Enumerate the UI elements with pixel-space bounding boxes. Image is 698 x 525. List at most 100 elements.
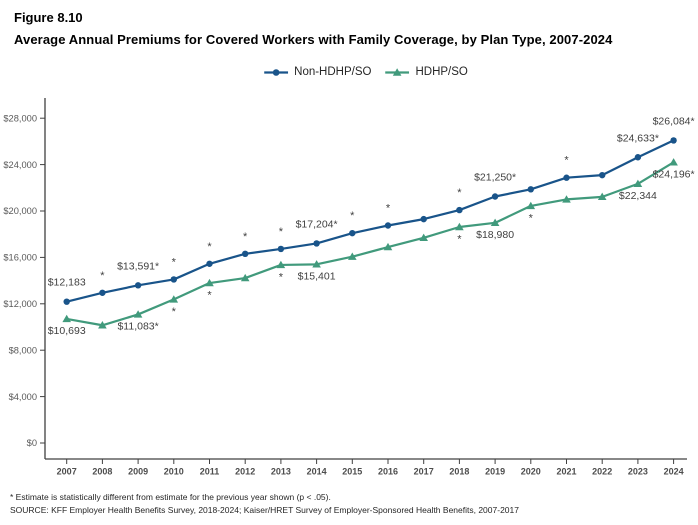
x-tick-label: 2009 <box>128 467 148 477</box>
point-label-hdhp-so: $22,344 <box>619 190 657 202</box>
point-label-hdhp-so: $15,401 <box>298 270 336 282</box>
data-point-hdhp-so <box>633 179 643 188</box>
significance-asterisk: * <box>207 241 212 253</box>
data-point-hdhp-so <box>205 278 214 287</box>
y-tick-label: $16,000 <box>3 253 37 263</box>
data-point-non-hdhp-so <box>170 276 177 283</box>
x-tick-label: 2013 <box>271 467 291 477</box>
data-point-non-hdhp-so <box>456 206 463 214</box>
point-label-hdhp-so: $18,980 <box>476 229 514 241</box>
significance-asterisk: * <box>100 270 105 282</box>
x-tick-label: 2016 <box>378 467 398 477</box>
y-tick-label: $12,000 <box>3 299 37 309</box>
chart-legend: Non-HDHP/SO HDHP/SO <box>264 66 468 78</box>
data-point-hdhp-so <box>169 295 179 303</box>
point-label-non-hdhp-so: $12,183 <box>48 277 86 289</box>
significance-asterisk: * <box>386 203 391 215</box>
legend-line-triangle-icon <box>385 67 410 76</box>
data-point-hdhp-so <box>98 321 107 329</box>
x-tick-label: 2024 <box>664 467 684 477</box>
data-point-hdhp-so <box>490 218 500 227</box>
footnote-significance: * Estimate is statistically different fr… <box>10 492 331 502</box>
x-tick-label: 2022 <box>592 467 612 477</box>
data-point-hdhp-so <box>62 314 71 323</box>
x-tick-label: 2023 <box>628 467 648 477</box>
data-point-hdhp-so <box>240 273 250 282</box>
data-point-non-hdhp-so <box>134 282 142 289</box>
footnote-source: SOURCE: KFF Employer Health Benefits Sur… <box>10 505 519 515</box>
data-point-hdhp-so <box>348 252 357 260</box>
x-tick-label: 2008 <box>92 467 112 477</box>
data-point-hdhp-so <box>669 158 678 166</box>
legend-item-non-hdhp-so: Non-HDHP/SO <box>264 66 371 78</box>
significance-asterisk: * <box>279 271 284 283</box>
data-point-non-hdhp-so <box>277 245 285 253</box>
data-point-hdhp-so <box>526 201 536 210</box>
x-tick-label: 2011 <box>200 467 220 477</box>
y-tick-label: $28,000 <box>3 113 37 123</box>
x-tick-label: 2021 <box>556 467 576 477</box>
data-point-non-hdhp-so <box>313 240 320 247</box>
data-point-non-hdhp-so <box>563 174 570 181</box>
point-label-hdhp-so: $11,083* <box>117 320 158 332</box>
significance-asterisk: * <box>457 234 462 246</box>
data-point-hdhp-so <box>383 242 393 251</box>
x-tick-label: 2014 <box>307 467 327 477</box>
data-point-hdhp-so <box>312 260 321 268</box>
significance-asterisk: * <box>172 306 177 318</box>
y-tick-label: $4,000 <box>9 392 37 402</box>
significance-asterisk: * <box>457 187 462 199</box>
point-label-non-hdhp-so: $13,591* <box>117 260 159 272</box>
point-label-hdhp-so: $24,196* <box>653 168 695 180</box>
data-point-non-hdhp-so <box>99 289 106 296</box>
x-tick-label: 2015 <box>342 467 362 477</box>
data-point-non-hdhp-so <box>206 260 213 267</box>
series-line-non-hdhp-so <box>65 139 675 303</box>
point-label-hdhp-so: $10,693 <box>48 325 86 337</box>
data-point-non-hdhp-so <box>242 250 249 258</box>
data-point-non-hdhp-so <box>349 229 356 237</box>
x-tick-label: 2018 <box>449 467 469 477</box>
significance-asterisk: * <box>172 256 177 268</box>
data-point-non-hdhp-so <box>527 186 534 193</box>
significance-asterisk: * <box>350 210 355 222</box>
significance-asterisk: * <box>243 231 248 243</box>
point-label-non-hdhp-so: $24,633* <box>617 132 659 144</box>
significance-asterisk: * <box>529 212 534 224</box>
legend-line-circle-icon <box>264 68 289 76</box>
y-tick-label: $20,000 <box>3 206 37 216</box>
y-tick-label: $8,000 <box>9 345 37 355</box>
x-tick-label: 2007 <box>57 467 77 477</box>
significance-asterisk: * <box>207 290 212 302</box>
significance-asterisk: * <box>279 226 284 238</box>
legend-label: HDHP/SO <box>415 66 468 78</box>
x-tick-label: 2017 <box>414 467 434 477</box>
series-line-hdhp-so <box>65 161 675 327</box>
data-point-hdhp-so <box>455 222 464 231</box>
y-tick-label: $0 <box>27 438 37 448</box>
figure-number: Figure 8.10 <box>14 10 83 25</box>
legend-item-hdhp-so: HDHP/SO <box>385 66 468 78</box>
data-point-hdhp-so <box>562 195 571 203</box>
data-point-non-hdhp-so <box>420 215 427 223</box>
point-label-non-hdhp-so: $21,250* <box>474 172 516 184</box>
data-point-non-hdhp-so <box>384 222 392 229</box>
figure-title: Average Annual Premiums for Covered Work… <box>14 32 613 47</box>
x-tick-label: 2020 <box>521 467 541 477</box>
x-tick-label: 2012 <box>235 467 255 477</box>
data-point-hdhp-so <box>276 260 286 269</box>
y-tick-label: $24,000 <box>3 160 37 170</box>
data-point-non-hdhp-so <box>670 137 677 144</box>
point-label-non-hdhp-so: $17,204* <box>296 218 338 230</box>
x-tick-label: 2019 <box>485 467 505 477</box>
data-point-hdhp-so <box>133 310 143 318</box>
point-label-non-hdhp-so: $26,084* <box>653 115 695 127</box>
data-point-non-hdhp-so <box>599 171 606 179</box>
legend-label: Non-HDHP/SO <box>294 66 372 78</box>
data-point-non-hdhp-so <box>491 193 499 200</box>
data-point-hdhp-so <box>419 233 428 241</box>
data-point-non-hdhp-so <box>634 154 642 161</box>
x-tick-label: 2010 <box>164 467 184 477</box>
